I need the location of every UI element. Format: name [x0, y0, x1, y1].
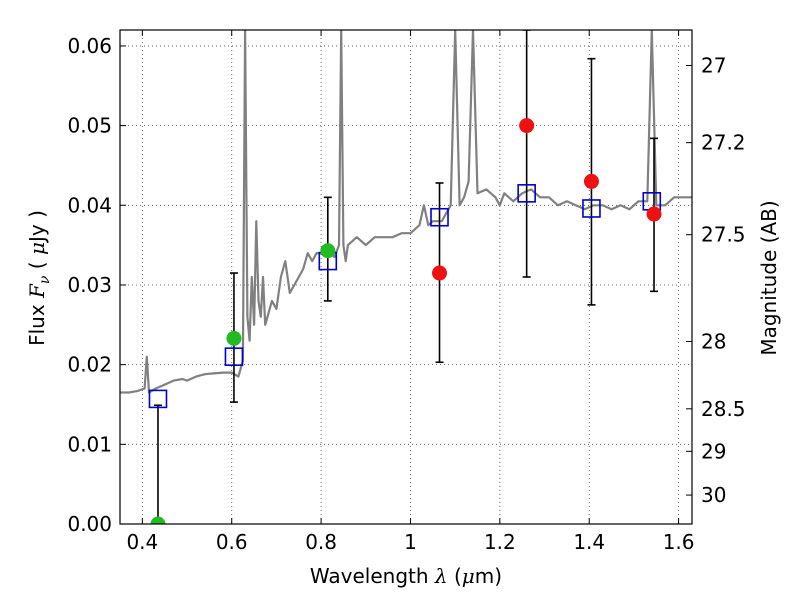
y2-tick-label: 29: [701, 439, 726, 463]
y2-tick-label: 27.5: [701, 223, 746, 247]
photometry-point: [583, 173, 599, 189]
spectrum-line: [120, 30, 692, 394]
model-square-point: [224, 347, 244, 366]
x-tick-label: 1.6: [663, 530, 695, 554]
x-tick-label: 0.4: [126, 530, 158, 554]
y-tick-label: 0.06: [67, 34, 112, 58]
photometry-point: [432, 265, 448, 281]
data-layer: [120, 30, 692, 524]
y2-tick-label: 28: [701, 329, 726, 353]
x-tick-label: 0.8: [305, 530, 337, 554]
y2-tick-label: 30: [701, 483, 726, 507]
y-tick-label: 0.04: [67, 193, 112, 217]
y-tick-label: 0.05: [67, 114, 112, 138]
y-axis-title: Flux Fν ( μJy ): [25, 210, 53, 346]
plot-area-background: [120, 30, 692, 524]
x-tick-label: 0.6: [216, 530, 248, 554]
model-square-point: [517, 184, 536, 203]
y2-tick-label: 27: [701, 54, 726, 78]
y2-axis-title: Magnitude (AB): [757, 200, 781, 355]
model-square-point: [430, 207, 449, 227]
y-tick-label: 0.03: [67, 273, 112, 297]
y-tick-label: 0.00: [67, 512, 112, 536]
photometry-point: [646, 206, 662, 222]
y-tick-label: 0.02: [67, 353, 112, 377]
y2-tick-label: 28.5: [701, 397, 746, 421]
photometry-point: [320, 243, 336, 259]
y-tick-label: 0.01: [67, 432, 112, 456]
model-square-point: [582, 199, 601, 218]
x-tick-label: 1.2: [484, 530, 516, 554]
y2-tick-label: 27.2: [701, 131, 746, 155]
plot-frame: [119, 29, 693, 525]
x-tick-label: 1: [404, 530, 417, 554]
photometry-point: [150, 516, 166, 524]
x-axis-title: Wavelength λ (μm): [310, 564, 502, 588]
x-tick-label: 1.4: [573, 530, 605, 554]
model-square-point: [148, 389, 168, 409]
photometry-point: [519, 118, 535, 134]
photometry-point: [226, 330, 242, 346]
axes: 0.4 0.6 0.8 1 1.2 1.4 1.6 0.00 0.01 0.02 0.03 0.04 0…: [67, 30, 746, 554]
